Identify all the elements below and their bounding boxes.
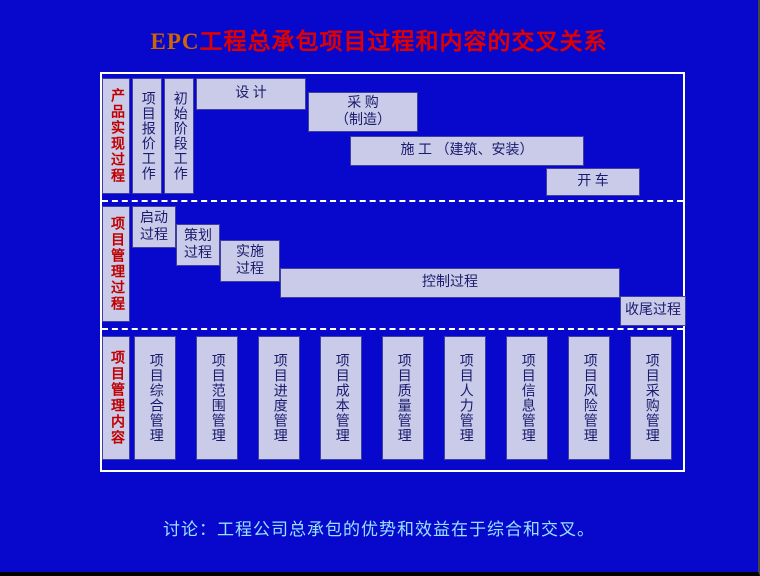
section-label-pm_proc: 项目管理过程: [102, 206, 130, 322]
section-divider: [102, 200, 683, 202]
section-label-pm_cont: 项目管理内容: [102, 336, 130, 460]
pm-process-box-0: 启动过程: [132, 206, 176, 248]
pm-process-box-1: 策划过程: [176, 224, 220, 266]
title-epc: EPC: [151, 29, 200, 54]
product-box-3: 采 购（制造）: [308, 92, 418, 132]
pm-content-box-1: 项目范围管理: [196, 336, 238, 460]
pm-content-box-2: 项目进度管理: [258, 336, 300, 460]
footer-text: 讨论：工程公司总承包的优势和效益在于综合和交叉。: [0, 515, 758, 540]
pm-content-box-7: 项目风险管理: [568, 336, 610, 460]
product-box-0: 项目报价工作: [132, 78, 162, 194]
product-box-5: 开 车: [546, 168, 640, 196]
product-box-2: 设 计: [196, 78, 306, 110]
pm-content-box-5: 项目人力管理: [444, 336, 486, 460]
page-title: EPC工程总承包项目过程和内容的交叉关系: [0, 0, 758, 56]
pm-process-box-2: 实施过程: [220, 240, 280, 282]
pm-content-box-0: 项目综合管理: [134, 336, 176, 460]
diagram-frame: 产品实现过程项目管理过程项目管理内容 项目报价工作初始阶段工作设 计采 购（制造）…: [100, 72, 685, 472]
pm-content-box-4: 项目质量管理: [382, 336, 424, 460]
pm-content-box-8: 项目采购管理: [630, 336, 672, 460]
pm-process-box-3: 控制过程: [280, 268, 620, 298]
product-box-4: 施 工 （建筑、安装）: [350, 136, 584, 166]
pm-content-box-6: 项目信息管理: [506, 336, 548, 460]
section-divider: [102, 328, 683, 330]
section-label-product: 产品实现过程: [102, 78, 130, 194]
product-box-1: 初始阶段工作: [164, 78, 194, 194]
pm-process-box-4: 收尾过程: [620, 296, 686, 326]
pm-content-box-3: 项目成本管理: [320, 336, 362, 460]
title-rest: 工程总承包项目过程和内容的交叉关系: [200, 29, 608, 54]
